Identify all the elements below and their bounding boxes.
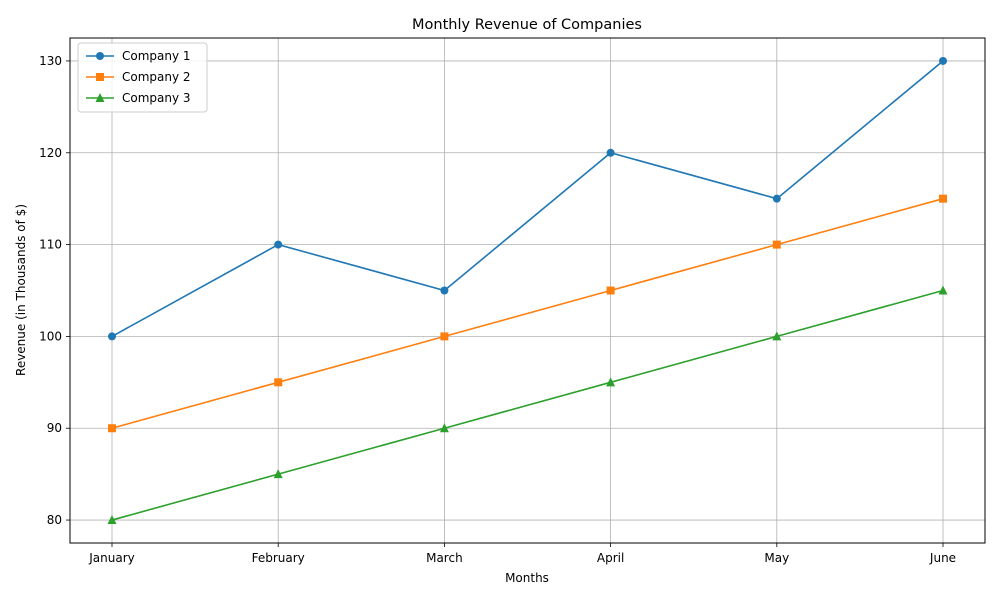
y-tick-label: 110 (39, 238, 62, 252)
legend-label: Company 2 (122, 70, 191, 84)
legend-marker (95, 93, 105, 102)
x-tick-label: May (764, 551, 789, 565)
y-axis-label: Revenue (in Thousands of $) (14, 204, 28, 376)
y-tick-label: 130 (39, 54, 62, 68)
data-point (606, 377, 616, 387)
x-tick-label: June (929, 551, 956, 565)
data-point (606, 286, 615, 295)
legend: Company 1 Company 2 Company 3 (77, 42, 208, 113)
series-layer (107, 56, 948, 525)
grid (70, 38, 985, 543)
data-point (939, 194, 947, 203)
series-line (111, 60, 944, 338)
data-point (772, 331, 782, 341)
data-point (772, 240, 781, 249)
legend-box (77, 42, 208, 113)
x-tick-label: March (426, 551, 463, 565)
legend-label: Company 1 (122, 49, 191, 63)
data-point (606, 148, 615, 157)
data-point (108, 332, 116, 341)
chart-title: Monthly Revenue of Companies (412, 17, 642, 33)
data-point (938, 285, 948, 295)
series-line (111, 197, 944, 429)
y-axis-ticks: 80 90 100 110 120 130 (39, 54, 70, 527)
x-tick-label: January (88, 551, 135, 565)
y-tick-label: 120 (39, 146, 62, 160)
plot-frame (69, 37, 986, 544)
x-tick-label: April (597, 551, 624, 565)
x-tick-label: February (252, 551, 305, 565)
data-point (273, 469, 283, 479)
y-tick-label: 90 (47, 421, 62, 435)
series-3 (107, 285, 948, 525)
series-2 (108, 194, 947, 433)
data-point (274, 378, 283, 387)
series-1 (108, 56, 947, 341)
data-point (108, 424, 116, 433)
x-axis-ticks: January February March April May June (88, 543, 956, 565)
data-point (772, 194, 781, 203)
data-point (274, 240, 283, 249)
legend-label: Company 3 (122, 91, 191, 105)
x-axis-label: Months (505, 571, 549, 585)
data-point (440, 286, 449, 295)
series-line (111, 289, 944, 521)
y-tick-label: 80 (47, 513, 62, 527)
data-point (107, 515, 117, 525)
data-point (439, 423, 449, 433)
y-tick-label: 100 (39, 329, 62, 343)
legend-marker (96, 52, 104, 60)
data-point (939, 56, 947, 65)
legend-marker (96, 73, 104, 81)
data-point (440, 332, 449, 341)
